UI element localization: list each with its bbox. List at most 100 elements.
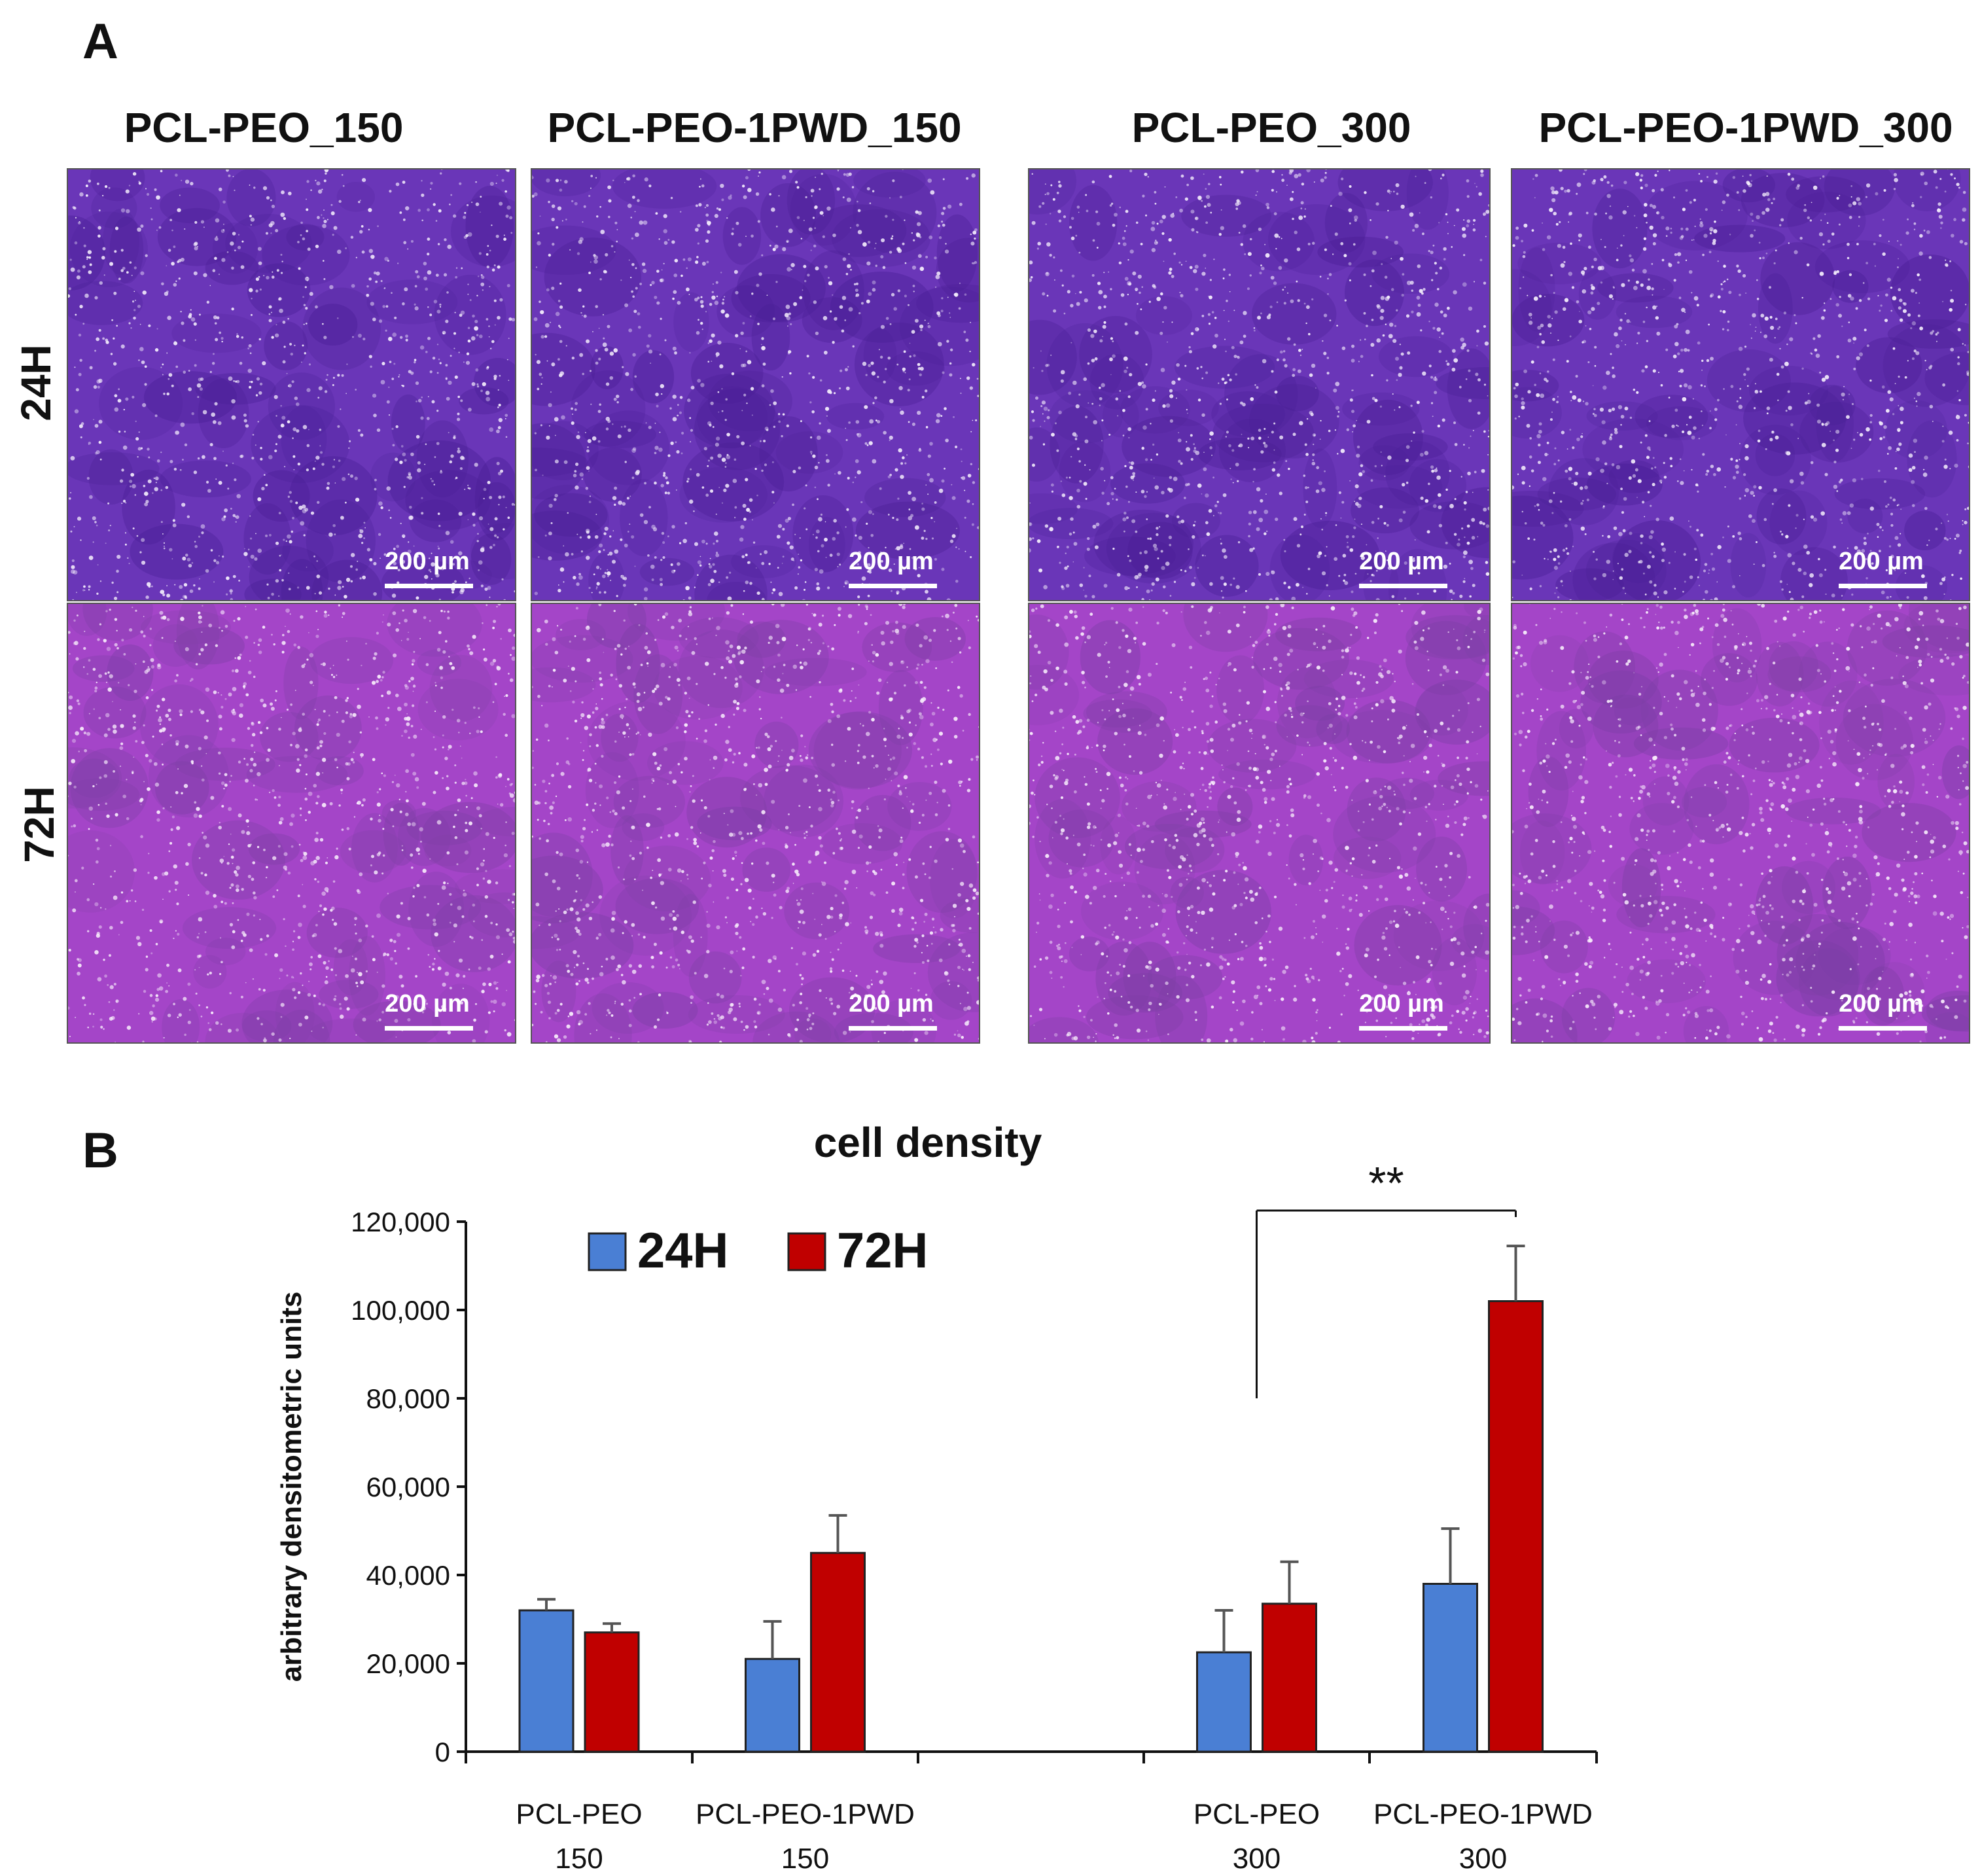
bright-speck [457,447,460,450]
bright-speck [1226,431,1229,434]
bright-speck [238,234,240,236]
bright-speck [755,192,760,196]
bright-speck [114,870,116,872]
bright-speck [1201,272,1206,276]
bright-speck [451,709,454,711]
bright-speck [209,285,211,287]
bright-speck [175,280,177,282]
bright-speck [1060,370,1065,375]
bright-speck [461,915,465,918]
bright-speck [761,337,764,340]
bright-speck [1124,277,1129,281]
bright-speck [338,604,341,607]
bright-speck [293,469,295,470]
bright-speck [1570,400,1572,402]
bright-speck [1657,596,1659,598]
bright-speck [531,194,535,198]
bright-speck [701,486,705,489]
bright-speck [1084,594,1087,598]
bright-speck [148,324,151,327]
bright-speck [1297,369,1301,374]
bright-speck [1140,243,1143,245]
bright-speck [259,288,262,291]
bright-speck [1549,207,1553,213]
bright-speck [1276,191,1278,193]
bright-speck [423,276,427,281]
stain-patch [731,545,797,578]
bright-speck [1752,313,1756,318]
bright-speck [1890,554,1894,559]
bright-speck [832,537,836,541]
bright-speck [253,186,256,189]
bright-speck [368,277,372,281]
bright-speck [1765,207,1770,212]
bright-speck [82,265,86,269]
bright-speck [329,667,332,669]
bright-speck [775,281,778,283]
bright-speck [1160,368,1165,372]
bright-speck [104,185,108,188]
bright-speck [1807,216,1810,220]
bright-speck [1462,580,1466,584]
bright-speck [1763,334,1768,338]
bright-speck [1391,595,1395,599]
bright-speck [1352,424,1356,428]
bright-speck [1623,235,1625,237]
bright-speck [1928,539,1930,541]
bright-speck [457,450,461,453]
bright-speck [1409,212,1414,217]
bright-speck [341,374,344,377]
bright-speck [942,207,946,210]
bright-speck [340,516,344,520]
bright-speck [1214,504,1218,508]
bright-speck [595,588,597,590]
bright-speck [654,446,659,450]
bright-speck [433,203,436,206]
bright-speck [1765,448,1767,450]
bright-speck [630,387,634,391]
bright-speck [249,385,252,389]
bright-speck [338,949,343,953]
bright-speck [1220,590,1223,592]
bright-speck [546,178,550,183]
bright-speck [309,968,312,970]
bright-speck [1161,491,1165,495]
bright-speck [191,562,194,564]
bright-speck [404,459,407,462]
bright-speck [1283,539,1286,541]
bright-speck [268,305,272,309]
bright-speck [1070,304,1074,308]
bright-speck [627,204,632,208]
bright-speck [540,310,544,315]
bright-speck [457,809,459,811]
bright-speck [1943,537,1947,540]
bright-speck [1821,423,1824,426]
bright-speck [1239,443,1243,448]
bright-speck [1620,415,1625,419]
bright-speck [338,459,341,462]
bright-speck [1551,411,1553,413]
bright-speck [1661,547,1667,552]
bright-speck [221,340,223,343]
bright-speck [1848,203,1852,207]
bright-speck [82,589,85,592]
bright-speck [1180,294,1184,298]
bright-speck [1669,516,1674,521]
bright-speck [756,591,760,595]
bright-speck [1140,489,1145,494]
bright-speck [306,388,311,393]
bright-speck [1557,339,1559,342]
bright-speck [393,363,396,365]
bright-speck [314,709,316,711]
bright-speck [1755,541,1758,544]
stain-patch [91,187,137,229]
bright-speck [1169,544,1171,546]
bright-speck [1087,328,1091,332]
bright-speck [1156,533,1159,537]
bright-speck [454,836,458,840]
bright-speck [511,503,515,506]
bright-speck [1595,457,1600,462]
bright-speck [363,522,366,524]
bright-speck [1560,186,1564,190]
bright-speck [582,372,585,376]
